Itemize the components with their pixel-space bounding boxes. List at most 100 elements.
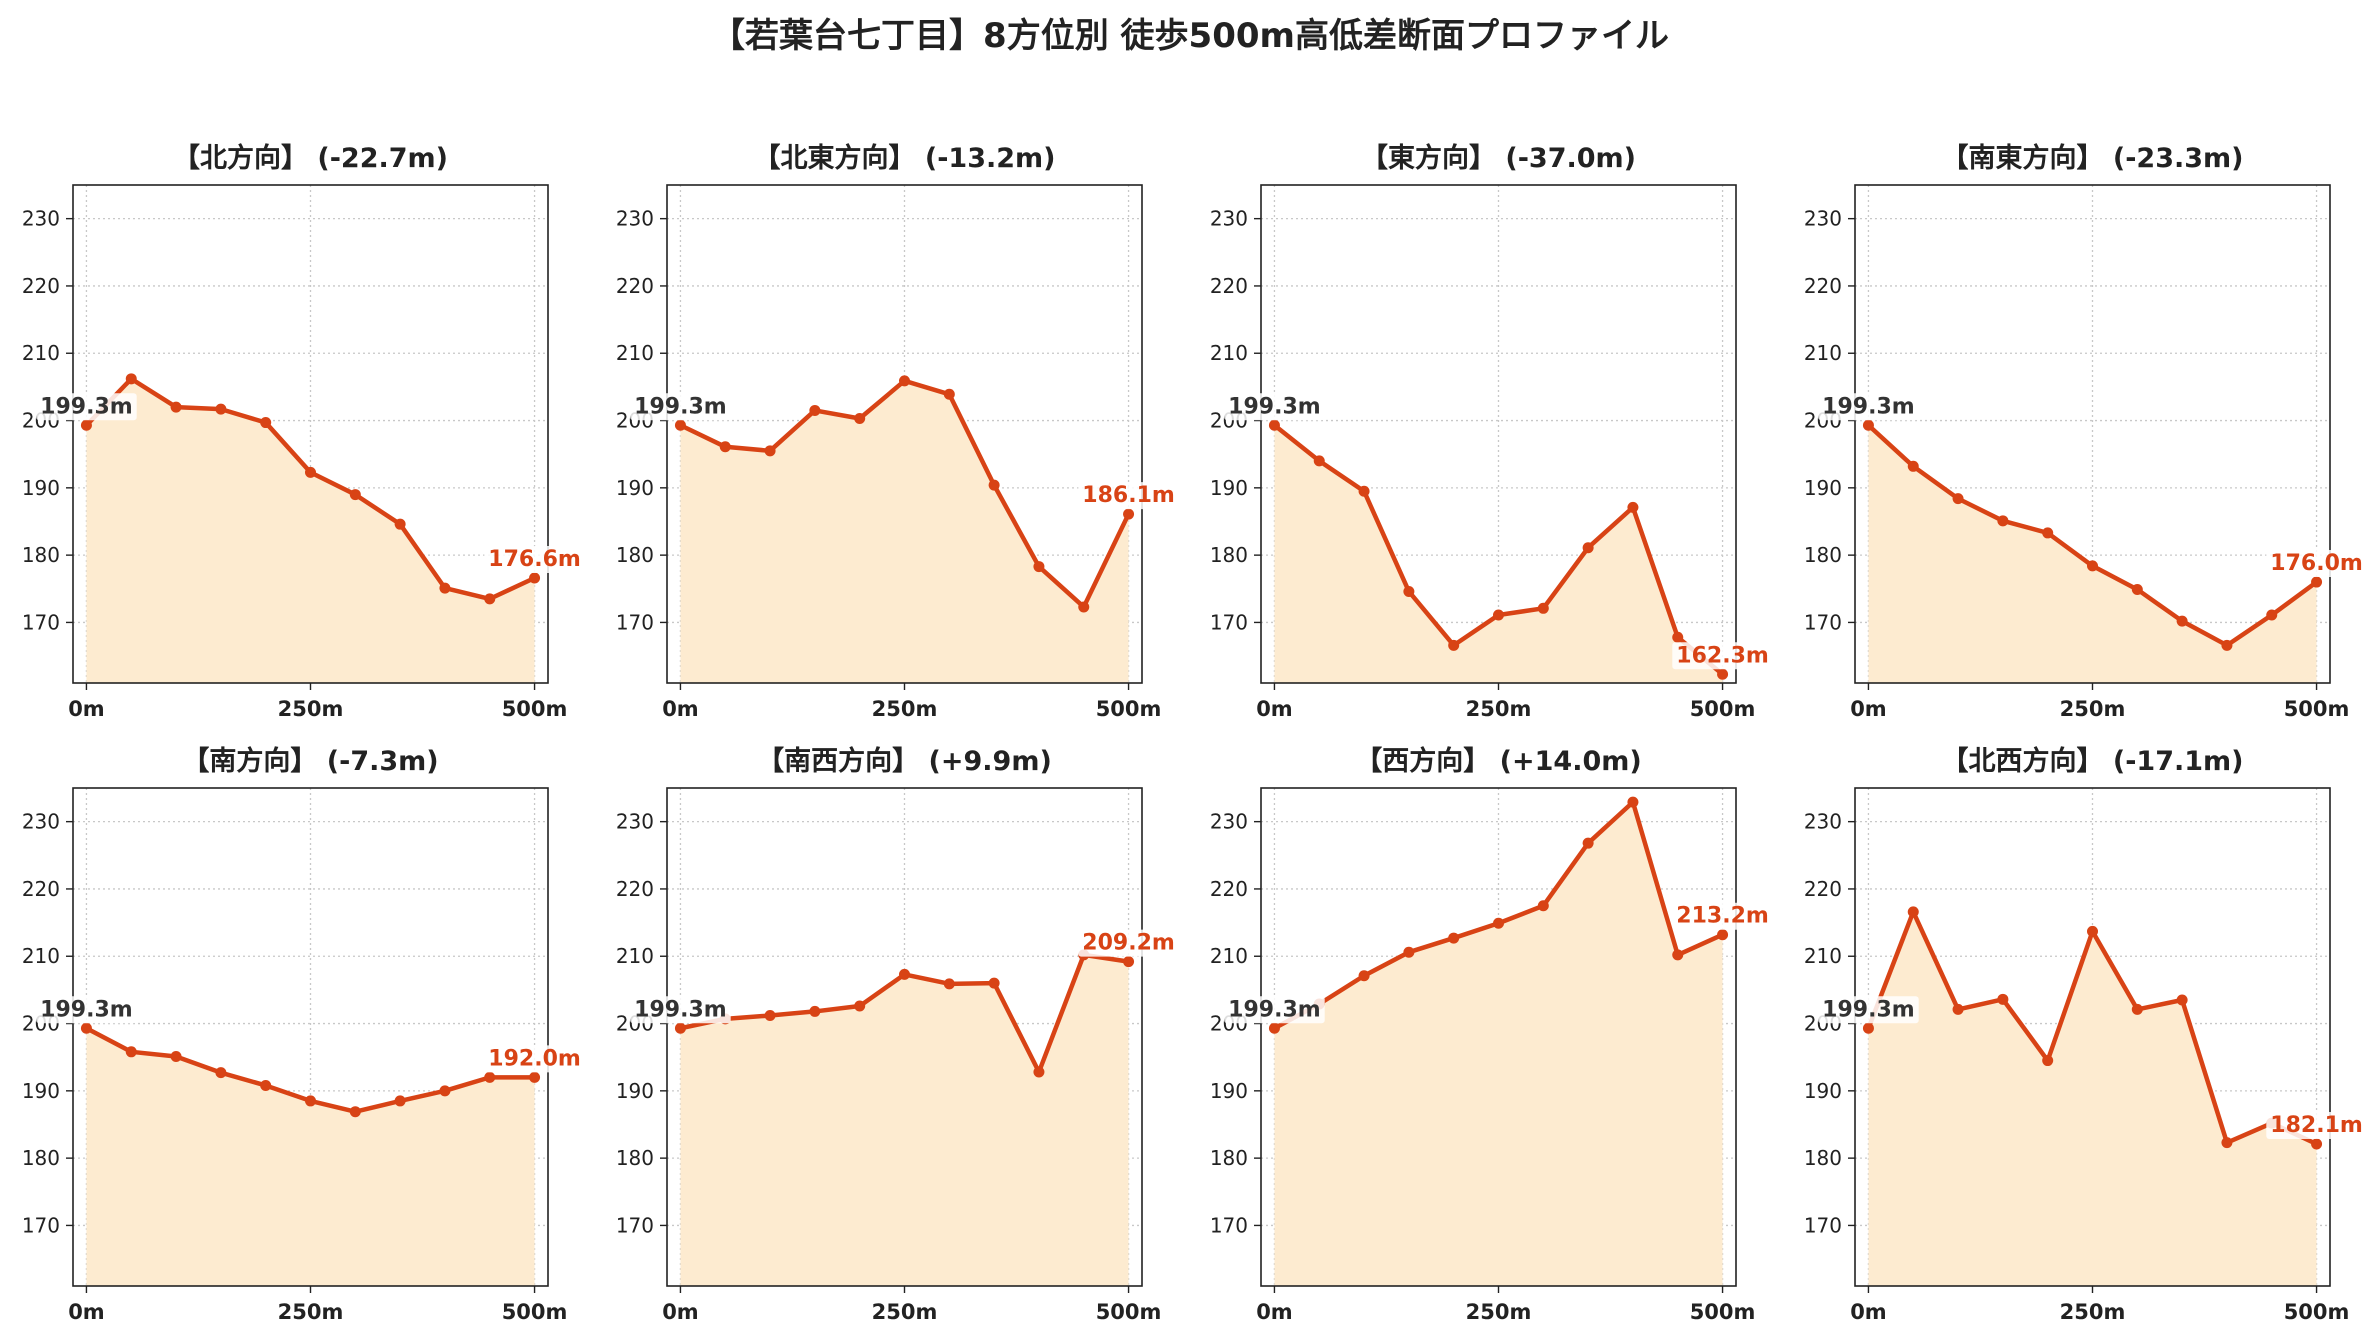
x-tick-label: 0m (1256, 1300, 1293, 1324)
x-tick-label: 500m (1690, 697, 1756, 721)
start-elevation-label: 199.3m (40, 394, 133, 419)
y-tick-label: 190 (1804, 476, 1842, 500)
data-point (2176, 994, 2188, 1006)
data-point (1862, 419, 1874, 431)
y-tick-label: 180 (616, 1146, 654, 1170)
data-point (1268, 419, 1280, 431)
end-elevation-label: 176.6m (488, 547, 581, 572)
label-background (484, 546, 585, 574)
data-point (484, 593, 496, 605)
end-elevation-label: 192.0m (488, 1046, 581, 1071)
data-point (1997, 993, 2009, 1005)
label-background (1078, 929, 1179, 957)
label-background (1224, 996, 1325, 1024)
y-tick-label: 190 (1210, 476, 1248, 500)
y-tick-label: 210 (616, 944, 654, 968)
panel-title: 【南東方向】 (-23.3m) (1941, 142, 2243, 174)
x-tick-label: 500m (2284, 1300, 2350, 1324)
x-tick-label: 500m (1690, 1300, 1756, 1324)
start-elevation-label: 199.3m (1822, 394, 1915, 419)
data-point (2131, 583, 2143, 595)
start-elevation-label: 199.3m (1822, 997, 1915, 1022)
y-tick-label: 230 (22, 810, 60, 834)
y-tick-label: 180 (616, 543, 654, 567)
data-point (1448, 639, 1460, 651)
x-tick-label: 250m (278, 1300, 344, 1324)
y-tick-label: 210 (1210, 944, 1248, 968)
data-point (809, 404, 821, 416)
data-point (2266, 609, 2278, 621)
data-point (2311, 1138, 2323, 1150)
data-point (529, 572, 541, 584)
y-tick-label: 180 (22, 1146, 60, 1170)
area-fill (1868, 425, 2317, 683)
end-elevation-label: 176.0m (2270, 551, 2363, 576)
label-background (36, 393, 137, 421)
data-point (1717, 929, 1729, 941)
y-tick-label: 170 (1210, 610, 1248, 634)
data-point (2311, 576, 2323, 588)
y-tick-label: 230 (616, 207, 654, 231)
y-tick-label: 170 (22, 610, 60, 634)
label-background (1078, 482, 1179, 510)
end-elevation-label: 162.3m (1676, 643, 1769, 668)
data-point (1537, 602, 1549, 614)
panel-title: 【南西方向】 (+9.9m) (757, 745, 1052, 777)
x-tick-label: 0m (1850, 697, 1887, 721)
end-elevation-label: 209.2m (1082, 931, 1175, 956)
data-point (1123, 956, 1135, 968)
x-tick-label: 250m (2060, 1300, 2126, 1324)
x-tick-label: 500m (1096, 697, 1162, 721)
x-tick-label: 0m (68, 697, 105, 721)
y-tick-label: 190 (616, 1079, 654, 1103)
data-point (125, 1046, 137, 1058)
y-tick-label: 210 (1804, 341, 1842, 365)
x-tick-label: 0m (662, 697, 699, 721)
y-tick-label: 170 (616, 610, 654, 634)
end-elevation-label: 186.1m (1082, 483, 1175, 508)
label-background (1818, 996, 1919, 1024)
y-tick-label: 170 (1804, 1213, 1842, 1237)
data-point (988, 977, 1000, 989)
y-tick-label: 220 (616, 274, 654, 298)
start-elevation-label: 199.3m (634, 394, 727, 419)
y-tick-label: 220 (1804, 877, 1842, 901)
data-point (484, 1071, 496, 1083)
y-tick-label: 180 (1210, 1146, 1248, 1170)
data-point (439, 1085, 451, 1097)
figure-title: 【若葉台七丁目】8方位別 徒歩500m高低差断面プロファイル (711, 16, 1669, 56)
area-fill (1274, 425, 1723, 683)
data-point (719, 441, 731, 453)
data-point (764, 1009, 776, 1021)
x-tick-label: 0m (1850, 1300, 1887, 1324)
data-point (1493, 917, 1504, 929)
data-point (170, 401, 182, 413)
data-point (1033, 561, 1045, 573)
end-elevation-label: 213.2m (1676, 904, 1769, 929)
area-fill (1274, 802, 1723, 1286)
data-point (1448, 932, 1460, 944)
x-tick-label: 0m (662, 1300, 699, 1324)
panel-title: 【北東方向】 (-13.2m) (753, 142, 1055, 174)
data-point (1358, 970, 1370, 982)
area-fill (86, 1028, 535, 1286)
area-fill (1868, 911, 2317, 1286)
end-elevation-label: 182.1m (2270, 1113, 2363, 1138)
y-tick-label: 180 (1804, 543, 1842, 567)
data-point (1268, 1022, 1280, 1034)
data-point (529, 1071, 541, 1083)
data-point (1403, 946, 1415, 958)
area-fill (680, 954, 1129, 1286)
start-elevation-label: 199.3m (634, 997, 727, 1022)
start-elevation-label: 199.3m (1228, 394, 1321, 419)
data-point (80, 419, 92, 431)
y-tick-label: 210 (1210, 341, 1248, 365)
area-fill (86, 378, 535, 683)
y-tick-label: 180 (1210, 543, 1248, 567)
start-elevation-label: 199.3m (40, 997, 133, 1022)
data-point (215, 1067, 227, 1079)
panel-title: 【東方向】 (-37.0m) (1361, 142, 1636, 174)
data-point (2221, 1137, 2233, 1149)
